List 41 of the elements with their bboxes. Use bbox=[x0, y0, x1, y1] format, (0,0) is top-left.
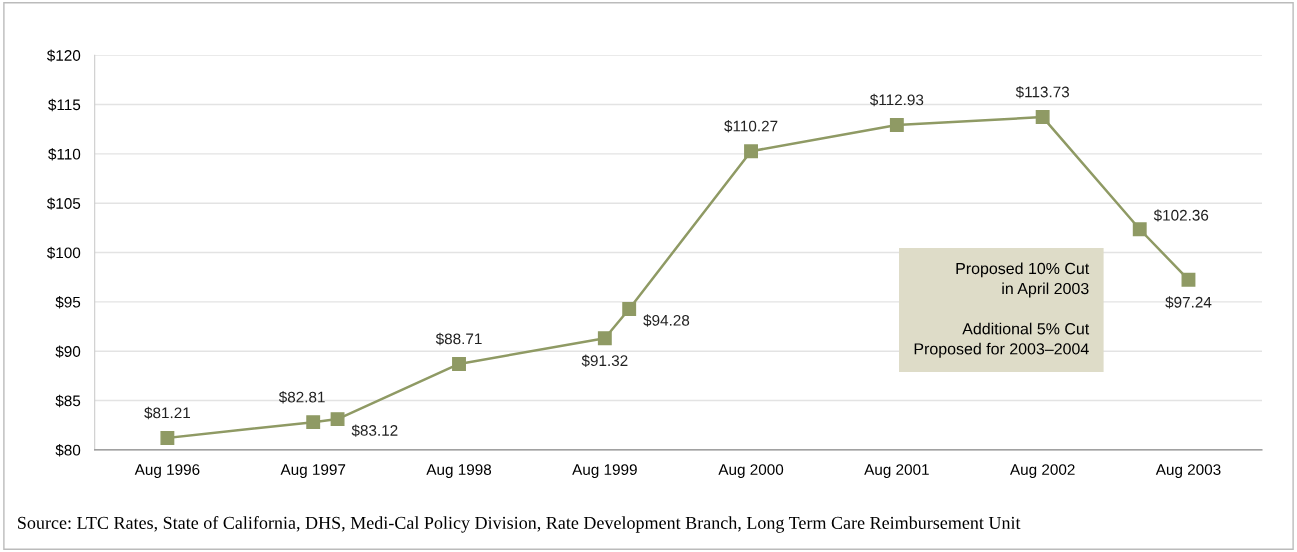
data-label: $88.71 bbox=[435, 332, 482, 346]
x-tick-label: Aug 2000 bbox=[718, 464, 784, 479]
x-tick-label: Aug 1999 bbox=[572, 464, 637, 479]
x-tick-label: Aug 1997 bbox=[280, 464, 346, 479]
source-note: Source: LTC Rates, State of California, DHS, Medi-Cal Policy Division, Rate Development Branch, Long Term Care Reimbursement Unit bbox=[18, 516, 1021, 533]
y-tick-label: $110 bbox=[48, 148, 81, 161]
x-tick-label: Aug 1996 bbox=[134, 464, 200, 479]
data-label: $91.32 bbox=[581, 354, 628, 367]
point bbox=[330, 412, 345, 427]
data-label: $102.36 bbox=[1153, 209, 1209, 222]
point bbox=[452, 356, 466, 371]
y-tick-label: $95 bbox=[55, 296, 81, 309]
y-tick-label: $115 bbox=[48, 98, 81, 112]
x-tick-label: Aug 2001 bbox=[864, 464, 929, 479]
point bbox=[306, 415, 321, 430]
point bbox=[160, 430, 175, 445]
x-tick-label: Aug 2003 bbox=[1155, 464, 1221, 479]
x-tick-label: Aug 2002 bbox=[1009, 464, 1075, 479]
point bbox=[1181, 272, 1196, 287]
y-tick-label: $90 bbox=[55, 345, 81, 358]
data-label: $112.93 bbox=[869, 93, 924, 107]
data-label: $110.27 bbox=[724, 120, 778, 133]
data-label: $113.73 bbox=[1015, 85, 1070, 99]
data-label: $94.28 bbox=[643, 314, 690, 327]
data-label: $81.21 bbox=[144, 406, 191, 420]
y-tick-label: $105 bbox=[46, 197, 81, 210]
point bbox=[744, 144, 758, 159]
data-label: $82.81 bbox=[278, 391, 325, 404]
data-label: $97.24 bbox=[1165, 296, 1212, 309]
point bbox=[1035, 110, 1050, 125]
point bbox=[622, 302, 637, 316]
point bbox=[889, 118, 904, 132]
text: Proposed 10% Cut in April 2003 Additional 5% Cut Proposed for 2003–2004 bbox=[914, 262, 1090, 358]
y-tick-label: $120 bbox=[46, 49, 81, 62]
x-tick-label: Aug 1998 bbox=[426, 464, 492, 479]
point bbox=[1132, 222, 1147, 237]
y-tick-label: $85 bbox=[55, 394, 81, 408]
point bbox=[597, 331, 612, 346]
data-label: $83.12 bbox=[351, 424, 398, 437]
y-tick-label: $80 bbox=[55, 444, 81, 457]
y-tick-label: $100 bbox=[46, 246, 81, 260]
